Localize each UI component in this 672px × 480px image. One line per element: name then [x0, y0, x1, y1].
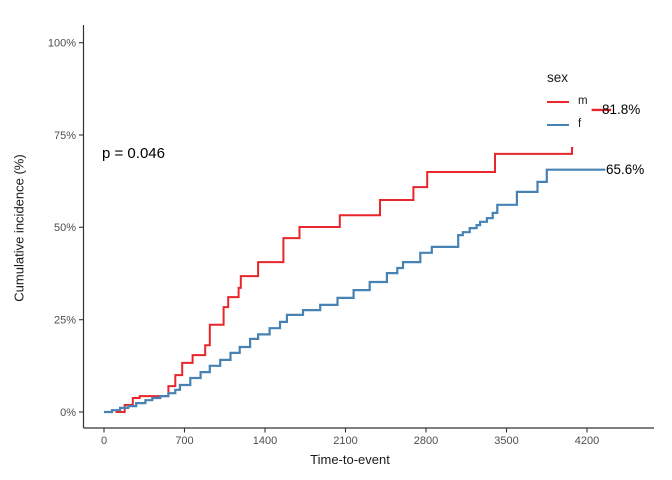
legend-item-f: f [547, 118, 588, 132]
x-tick-label: 0 [101, 435, 107, 447]
curve-m [115, 147, 574, 413]
final-estimate-label-f: 65.6% [606, 161, 645, 177]
p-value-annotation: p = 0.046 [102, 145, 165, 162]
x-tick-label: 4200 [575, 435, 599, 447]
legend: sex m f [547, 70, 588, 141]
x-tick-label: 3500 [494, 435, 518, 447]
y-tick-label: 75% [54, 130, 76, 142]
x-tick-label: 2100 [333, 435, 357, 447]
y-tick-label: 50% [54, 222, 76, 234]
x-axis-title: Time-to-event [310, 452, 390, 467]
legend-key-line-m [547, 100, 569, 104]
legend-title: sex [547, 70, 569, 85]
legend-key-line-f [547, 123, 569, 127]
final-estimate-label-m: 81.8% [602, 101, 641, 117]
y-tick-label: 0% [60, 407, 76, 419]
x-tick-label: 2800 [414, 435, 438, 447]
x-tick-label: 700 [175, 435, 193, 447]
y-axis-title: Cumulative incidence (%) [11, 154, 27, 302]
legend-item-m: m [547, 95, 588, 109]
y-tick-label: 25% [54, 315, 76, 327]
legend-label-m: m [578, 95, 588, 108]
y-tick-label: 100% [48, 38, 76, 50]
curve-f [104, 168, 606, 414]
legend-label-f: f [578, 118, 582, 131]
x-tick-label: 1400 [253, 435, 277, 447]
